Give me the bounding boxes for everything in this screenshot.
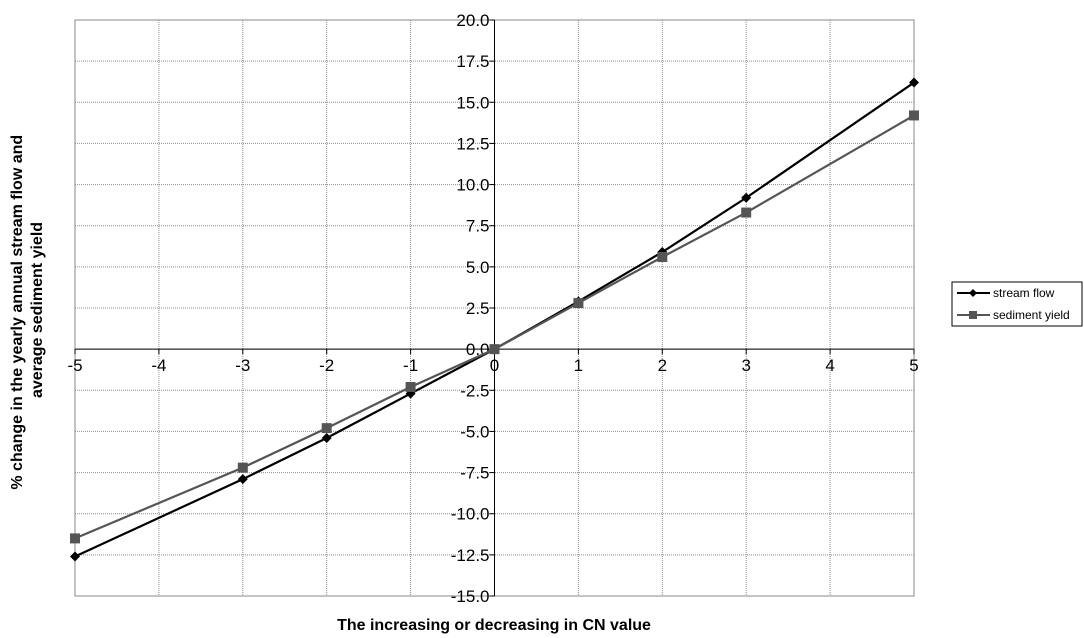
- x-tick-label: 2: [658, 356, 667, 375]
- y-tick-label: 20.0: [456, 11, 489, 30]
- x-tick-label: -5: [67, 356, 82, 375]
- y-tick-label: 7.5: [466, 217, 490, 236]
- data-point-stream-flow: [909, 77, 919, 88]
- legend: stream flow sediment yield: [951, 281, 1083, 327]
- legend-marker-sediment-yield: [969, 311, 977, 319]
- legend-marker-stream-flow: [969, 289, 977, 297]
- x-axis-title: The increasing or decreasing in CN value: [337, 617, 651, 634]
- data-point-sediment-yield: [657, 251, 668, 262]
- data-point-sediment-yield: [70, 533, 80, 544]
- y-tick-label: -10.0: [451, 505, 490, 524]
- data-point-sediment-yield: [321, 423, 332, 434]
- y-tick-label: -15.0: [451, 587, 490, 606]
- x-tick-label: -3: [235, 356, 250, 375]
- y-tick-label: 17.5: [456, 52, 489, 71]
- x-tick-label: 4: [825, 356, 834, 375]
- x-tick-label: -4: [151, 356, 166, 375]
- y-tick-label: -5.0: [460, 422, 489, 441]
- data-point-sediment-yield: [573, 298, 584, 309]
- x-tick-label: 1: [574, 356, 583, 375]
- x-tick-label: 5: [909, 356, 918, 375]
- y-axis-title: % change in the yearly annual stream flo…: [9, 130, 46, 489]
- legend-label-stream-flow: stream flow: [993, 286, 1055, 300]
- data-point-stream-flow: [321, 433, 332, 444]
- series-layer: [70, 77, 919, 562]
- y-tick-label: 2.5: [466, 299, 490, 318]
- axes: [74, 19, 915, 597]
- data-point-sediment-yield: [741, 207, 752, 218]
- data-point-sediment-yield: [405, 381, 416, 392]
- y-tick-label: -7.5: [460, 464, 489, 483]
- y-tick-label: -2.5: [460, 381, 489, 400]
- x-tick-label: 0: [490, 356, 499, 375]
- y-tick-label: 10.0: [456, 176, 489, 195]
- data-point-sediment-yield: [237, 462, 248, 473]
- x-tick-label: -2: [319, 356, 334, 375]
- legend-label-sediment-yield: sediment yield: [993, 308, 1070, 322]
- y-axis-title-line-1: % change in the yearly annual stream flo…: [9, 135, 26, 490]
- y-tick-label: 12.5: [456, 134, 489, 153]
- y-tick-label: 15.0: [456, 93, 489, 112]
- data-point-stream-flow: [70, 551, 80, 562]
- y-tick-label: 5.0: [466, 258, 490, 277]
- x-tick-label: 3: [741, 356, 750, 375]
- x-tick-label: -1: [403, 356, 418, 375]
- data-point-stream-flow: [237, 474, 248, 485]
- y-axis-title-line-2: average sediment yield: [29, 222, 46, 398]
- y-tick-label: -12.5: [451, 546, 490, 565]
- x-tick-labels: -5 -4 -3 -2 -1 0 1 2 3 4 5: [67, 356, 918, 375]
- data-point-sediment-yield: [489, 344, 500, 355]
- data-point-sediment-yield: [909, 110, 919, 121]
- y-tick-labels: -15.0-12.5-10.0-7.5-5.0-2.50.02.55.07.51…: [451, 11, 490, 606]
- data-point-stream-flow: [741, 192, 752, 203]
